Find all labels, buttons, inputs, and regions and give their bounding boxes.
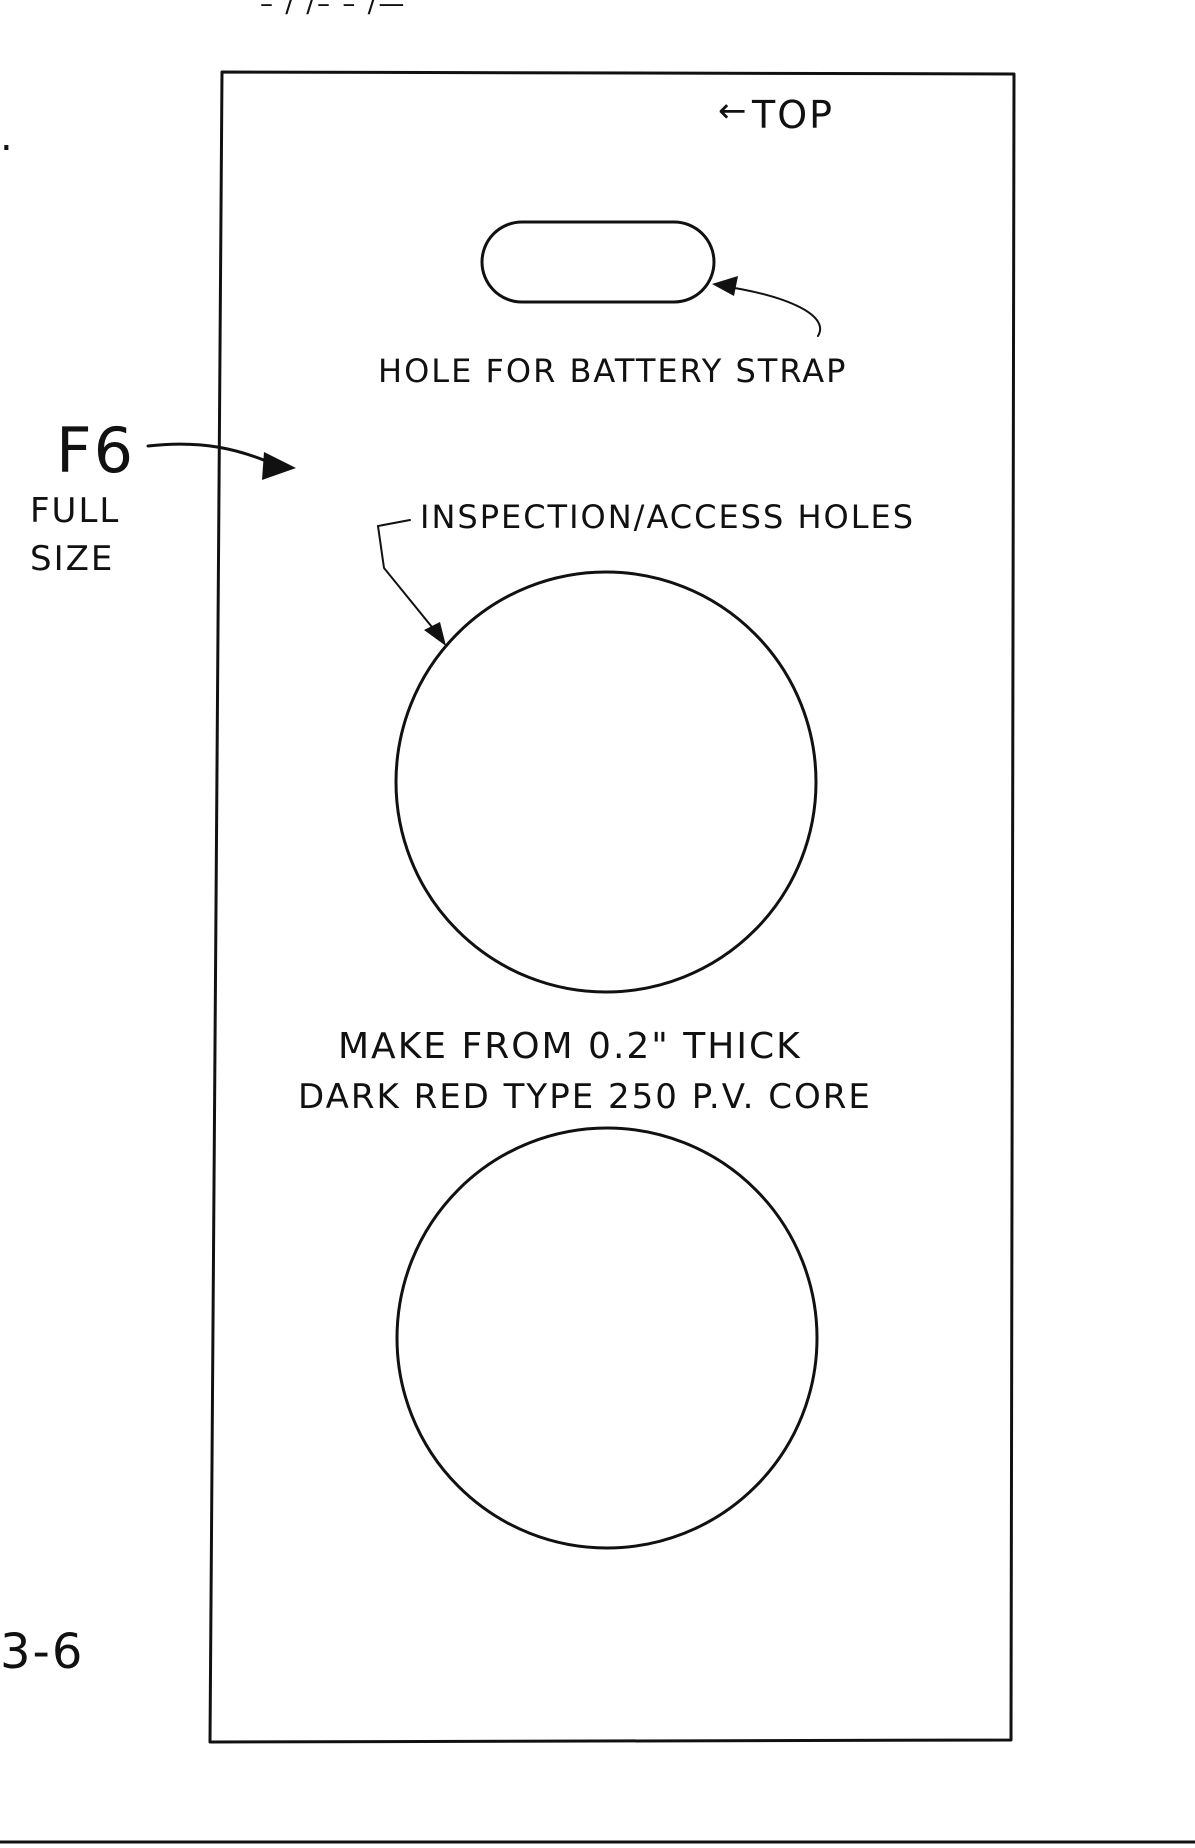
top-marker-icon: ←	[718, 91, 749, 131]
page-number: 3-6	[0, 1624, 84, 1680]
part-id-arrowhead	[262, 452, 296, 480]
strap-leader-arrowhead	[712, 276, 738, 296]
part-id: F6	[56, 414, 135, 487]
access-holes-label: INSPECTION/ACCESS HOLES	[420, 498, 915, 536]
top-label: TOP	[751, 93, 834, 137]
upper-access-hole	[394, 570, 818, 994]
cropped-top-text: – / /– – /—	[260, 0, 406, 19]
stray-mark: .	[0, 114, 15, 160]
part-outline	[208, 70, 1016, 1744]
lower-access-hole	[395, 1126, 819, 1550]
top-label-group: ← TOP	[718, 91, 834, 137]
strap-leader-line	[721, 285, 821, 337]
material-note-line2: DARK RED TYPE 250 P.V. CORE	[298, 1077, 872, 1117]
part-id-arrow-line	[146, 442, 284, 470]
access-leader-arrowhead	[424, 622, 446, 646]
scale-note-line1: FULL	[30, 491, 120, 531]
scale-note-line2: SIZE	[30, 539, 114, 579]
access-leader-line	[376, 519, 437, 633]
battery-strap-slot	[480, 220, 716, 304]
material-note-line1: MAKE FROM 0.2" THICK	[338, 1026, 802, 1067]
strap-hole-label: HOLE FOR BATTERY STRAP	[378, 352, 847, 390]
